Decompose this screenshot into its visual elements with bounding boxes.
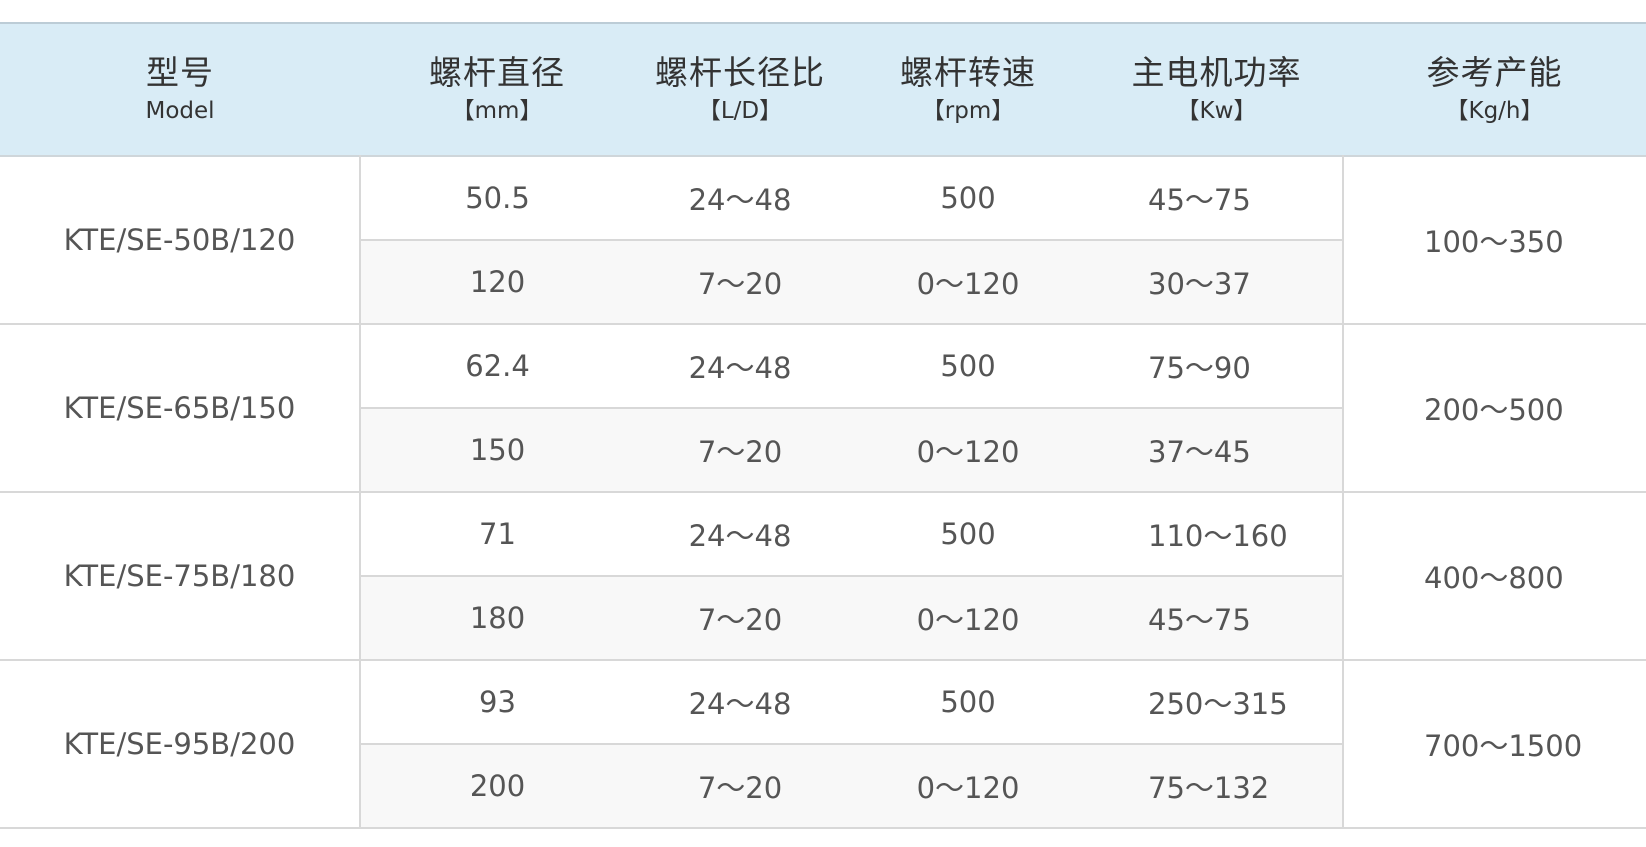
diameter-cell: 50.5 [360,156,634,241]
header-en: Model [145,97,215,124]
rpm-cell: 500 [846,156,1090,241]
table-row: KTE/SE-50B/120 50.5 24～48 500 45～75 100～350 [0,156,1646,325]
header-power: 主电机功率【Kw】 [1090,23,1343,156]
rpm-cell: 0～120 [846,576,1090,661]
diameter-cell: 120 [360,240,634,325]
diameter-cell: 150 [360,408,634,493]
rpm-cell: 500 [846,492,1090,577]
diameter-cell: 62.4 [360,324,634,409]
power-cell: 75～90 [1090,324,1343,409]
header-zh: 螺杆直径 [429,52,565,92]
ld-cell: 7～20 [634,744,846,829]
header-rpm: 螺杆转速【rpm】 [846,23,1090,156]
table-row: 200 7～20 0～120 75～132 [0,744,1646,829]
power-cell: 110～160 [1090,492,1343,577]
capacity-cell: 200～500 [1342,324,1646,493]
table-row: KTE/SE-75B/180 71 24～48 500 110～160 400～800 [0,492,1646,661]
rpm-cell: 0～120 [846,240,1090,325]
header-diameter: 螺杆直径【mm】 [360,23,634,156]
table-row: 180 7～20 0～120 45～75 [0,576,1646,661]
header-en: 【rpm】 [921,97,1015,124]
header-en: 【L/D】 [697,97,783,124]
model-cell: KTE/SE-65B/150 [0,324,361,493]
ld-cell: 24～48 [634,492,846,577]
model-cell: KTE/SE-75B/180 [0,492,361,661]
power-cell: 45～75 [1090,156,1343,241]
table-row: KTE/SE-65B/150 62.4 24～48 500 75～90 200～500 [0,324,1646,493]
power-cell: 30～37 [1090,240,1343,325]
header-ld-ratio: 螺杆长径比【L/D】 [634,23,846,156]
capacity-cell: 700～1500 [1342,660,1646,829]
diameter-cell: 180 [360,576,634,661]
header-en: 【Kw】 [1176,97,1257,124]
ld-cell: 24～48 [634,324,846,409]
header-en: 【mm】 [451,97,543,124]
header-zh: 螺杆长径比 [655,52,825,92]
diameter-cell: 93 [360,660,634,745]
power-cell: 37～45 [1090,408,1343,493]
header-zh: 螺杆转速 [900,52,1036,92]
header-model: 型号 Model [0,23,360,156]
ld-cell: 24～48 [634,156,846,241]
spec-table: 型号 Model 螺杆直径 【mm】 螺杆长径比 【L/D】 螺杆转速 【rpm】 主电机功率【… [0,22,1646,829]
power-cell: 75～132 [1090,744,1343,829]
diameter-cell: 200 [360,744,634,829]
header-zh: 型号 [146,52,214,92]
header-zh: 主电机功率 [1131,52,1302,92]
rpm-cell: 500 [846,660,1090,745]
ld-cell: 7～20 [634,408,846,493]
ld-cell: 24～48 [634,660,846,745]
table-row: 120 7～20 0～120 30～37 [0,240,1646,325]
capacity-cell: 100～350 [1342,156,1646,325]
model-cell: KTE/SE-95B/200 [0,660,361,829]
header-zh: 参考产能 [1426,52,1563,92]
model-cell: KTE/SE-50B/120 [0,156,361,325]
capacity-cell: 400～800 [1342,492,1646,661]
header-row: 型号 Model 螺杆直径 【mm】 螺杆长径比 【L/D】 螺杆转速 【rpm】 主电机功率【… [0,23,1646,156]
header-en: 【Kg/h】 [1445,97,1544,124]
ld-cell: 7～20 [634,576,846,661]
table-row: KTE/SE-95B/200 93 24～48 500 250～315 700～1500 [0,660,1646,829]
rpm-cell: 500 [846,324,1090,409]
header-capacity: 参考产能【Kg/h】 [1343,23,1646,156]
power-cell: 250～315 [1090,660,1343,745]
diameter-cell: 71 [360,492,634,577]
power-cell: 45～75 [1090,576,1343,661]
rpm-cell: 0～120 [846,744,1090,829]
ld-cell: 7～20 [634,240,846,325]
table-row: 150 7～20 0～120 37～45 [0,408,1646,493]
rpm-cell: 0～120 [846,408,1090,493]
